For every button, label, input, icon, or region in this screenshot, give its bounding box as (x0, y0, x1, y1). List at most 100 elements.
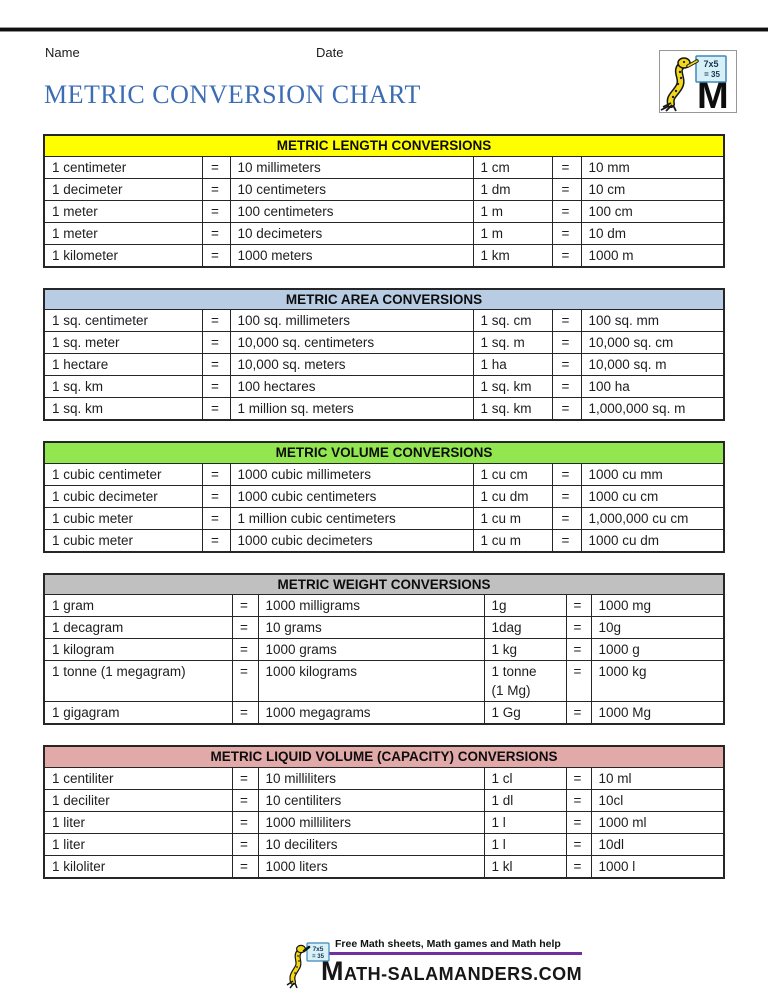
table-title-weight: METRIC WEIGHT CONVERSIONS (43, 573, 725, 595)
table-row: 1 decagram = 10 grams 1dag = 10g (43, 616, 725, 639)
table-cell: 1 decagram (43, 616, 233, 639)
top-divider-rule (0, 27, 768, 33)
equals-cell: = (231, 594, 259, 617)
equals-cell: = (551, 221, 582, 245)
table-cell: 1 liter (43, 810, 233, 834)
table-cell: 1000 cu cm (580, 484, 725, 508)
equals-cell: = (231, 788, 259, 812)
table-cell: 1000 m (580, 243, 725, 267)
equals-cell: = (565, 766, 592, 790)
equals-cell: = (551, 528, 582, 552)
equals-cell: = (565, 594, 592, 617)
date-field-label: Date (316, 45, 344, 60)
table-cell: 1000 kg (590, 660, 725, 702)
conversion-table-area: METRIC AREA CONVERSIONS 1 sq. centimeter =… (43, 287, 726, 421)
logo-sign-board (695, 55, 727, 83)
table-cell: 1 gram (43, 594, 233, 617)
table-cell: 1000 cu dm (580, 528, 725, 552)
table-cell: 10dl (590, 832, 725, 856)
table-row: 1 sq. km = 1 million sq. meters 1 sq. km = 1,… (43, 397, 725, 421)
equals-cell: = (551, 353, 582, 376)
equals-cell: = (231, 854, 259, 878)
table-cell: 100 centimeters (229, 199, 474, 223)
table-header-row: METRIC VOLUME CONVERSIONS (43, 441, 725, 464)
equals-cell: = (551, 375, 582, 398)
table-cell: 10 dm (580, 221, 725, 245)
salamander-figure (286, 944, 311, 989)
table-cell: 1000 cubic millimeters (229, 462, 474, 486)
table-cell: 1 tonne (1 megagram) (43, 660, 233, 702)
table-row: 1 cubic decimeter = 1000 cubic centimeters… (43, 484, 725, 508)
table-cell: 1 kiloliter (43, 854, 233, 878)
equals-cell: = (201, 331, 231, 354)
table-row: 1 gigagram = 1000 megagrams 1 Gg = 1000 Mg (43, 701, 725, 725)
table-cell: 1000 megagrams (257, 701, 485, 725)
table-cell: 1000 grams (257, 638, 485, 661)
footer-text-block: Free Math sheets, Math games and Math he… (319, 938, 583, 987)
table-cell: 1 gigagram (43, 701, 233, 725)
table-cell: 1 kilogram (43, 638, 233, 661)
table-cell: 1 centimeter (43, 155, 203, 179)
salamander-easel-icon: 7x5 = 35 (286, 942, 330, 989)
table-cell: 10 centiliters (257, 788, 485, 812)
table-cell: 1 cl (483, 766, 567, 790)
table-cell: 1 cu cm (472, 462, 553, 486)
table-cell: 10 milliliters (257, 766, 485, 790)
table-cell: 1 sq. km (472, 397, 553, 421)
table-cell: 1 meter (43, 199, 203, 223)
table-cell: 1 cubic meter (43, 528, 203, 552)
salamander-easel-icon: M 7x5 = 35 (660, 55, 729, 117)
table-cell: 1 million sq. meters (229, 397, 474, 421)
table-cell: 1 l (483, 810, 567, 834)
table-row: 1 kilogram = 1000 grams 1 kg = 1000 g (43, 638, 725, 661)
table-row: 1 meter = 100 centimeters 1 m = 100 cm (43, 199, 725, 223)
table-row: 1 liter = 10 deciliters 1 l = 10dl (43, 832, 725, 856)
table-cell: 1 l (483, 832, 567, 856)
equals-cell: = (565, 854, 592, 878)
table-title-length: METRIC LENGTH CONVERSIONS (43, 134, 725, 157)
table-cell: 1 kg (483, 638, 567, 661)
footer-sign-line1: 7x5 (313, 946, 324, 953)
table-cell: 1 decimeter (43, 177, 203, 201)
table-row: 1 sq. centimeter = 100 sq. millimeters 1 sq… (43, 309, 725, 332)
table-cell: 1 cu m (472, 528, 553, 552)
table-row: 1 cubic meter = 1000 cubic decimeters 1 cu … (43, 528, 725, 552)
footer-sign-line2: = 35 (312, 954, 325, 960)
table-cell: 100 hectares (229, 375, 474, 398)
table-cell: 1 sq. km (472, 375, 553, 398)
table-cell: 1 dl (483, 788, 567, 812)
table-cell: 1 cm (472, 155, 553, 179)
equals-cell: = (551, 484, 582, 508)
conversion-tables-area: METRIC LENGTH CONVERSIONS 1 centimeter = 10… (43, 134, 726, 899)
footer-sign-board (306, 942, 330, 962)
table-cell: 1 million cubic centimeters (229, 506, 474, 530)
table-row: 1 deciliter = 10 centiliters 1 dl = 10cl (43, 788, 725, 812)
equals-cell: = (201, 397, 231, 421)
table-cell: 1000 cubic decimeters (229, 528, 474, 552)
footer-tagline: Free Math sheets, Math games and Math he… (319, 938, 583, 955)
equals-cell: = (231, 766, 259, 790)
table-cell: 1 sq. cm (472, 309, 553, 332)
conversion-table-liquid: METRIC LIQUID VOLUME (CAPACITY) CONVERSI… (43, 745, 726, 879)
table-cell: 1,000,000 sq. m (580, 397, 725, 421)
equals-cell: = (231, 616, 259, 639)
equals-cell: = (201, 221, 231, 245)
math-salamanders-logo: M 7x5 = 35 (659, 50, 737, 117)
table-cell: 100 cm (580, 199, 725, 223)
equals-cell: = (551, 177, 582, 201)
table-row: 1 cubic meter = 1 million cubic centimeter… (43, 506, 725, 530)
table-cell: 10,000 sq. meters (229, 353, 474, 376)
equals-cell: = (201, 528, 231, 552)
table-cell: 10g (590, 616, 725, 639)
table-cell: 10cl (590, 788, 725, 812)
equals-cell: = (201, 484, 231, 508)
equals-cell: = (565, 638, 592, 661)
table-header-row: METRIC LIQUID VOLUME (CAPACITY) CONVERSI… (43, 745, 725, 768)
table-cell: 1 meter (43, 221, 203, 245)
equals-cell: = (565, 832, 592, 856)
equals-cell: = (201, 506, 231, 530)
table-row: 1 liter = 1000 milliliters 1 l = 1000 ml (43, 810, 725, 834)
table-cell: 1000 mg (590, 594, 725, 617)
table-row: 1 kilometer = 1000 meters 1 km = 1000 m (43, 243, 725, 267)
